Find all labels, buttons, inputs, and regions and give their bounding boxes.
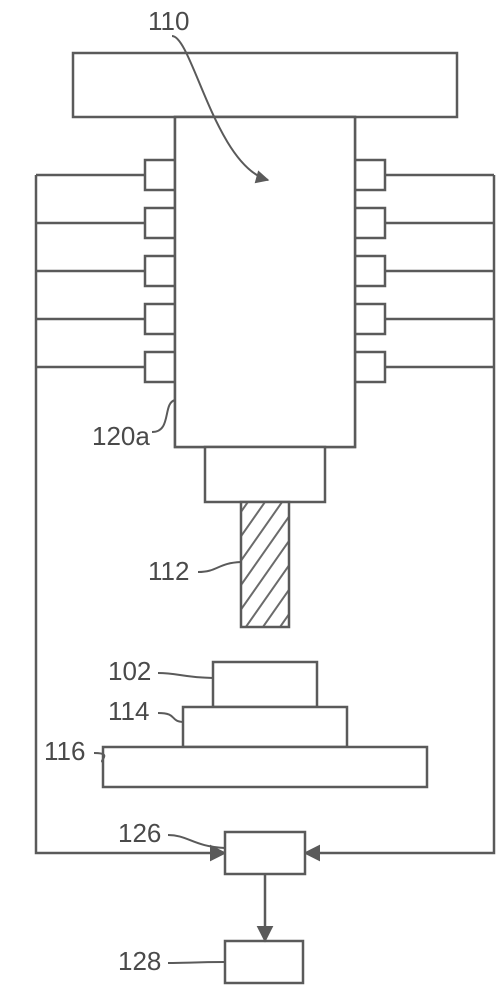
node bbox=[225, 832, 305, 874]
leader-line bbox=[152, 400, 175, 432]
coil-tooth-right bbox=[355, 304, 385, 334]
coil-tooth-right bbox=[355, 160, 385, 190]
label-l128: 128 bbox=[118, 946, 161, 976]
leader-line bbox=[168, 962, 225, 963]
coil-tooth-left bbox=[145, 304, 175, 334]
label-l102: 102 bbox=[108, 656, 151, 686]
coil-tooth-left bbox=[145, 256, 175, 286]
leader-line bbox=[158, 713, 183, 722]
top-cap bbox=[73, 53, 457, 117]
workpiece bbox=[213, 662, 317, 707]
leader-line bbox=[198, 562, 241, 572]
leader-line bbox=[168, 835, 225, 848]
label-l116: 116 bbox=[44, 736, 85, 766]
label-l110: 110 bbox=[148, 6, 189, 36]
terminal bbox=[225, 941, 303, 983]
label-l114: 114 bbox=[108, 696, 149, 726]
table bbox=[103, 747, 427, 787]
technical-diagram: 110 120a 112 102 114 116 126 128 bbox=[0, 0, 503, 1000]
coil-tooth-left bbox=[145, 352, 175, 382]
coil-tooth-right bbox=[355, 208, 385, 238]
fixture bbox=[183, 707, 347, 747]
leader-line bbox=[158, 673, 213, 678]
label-l120a: 120a bbox=[92, 421, 150, 451]
shaft-step bbox=[205, 447, 325, 502]
tool-bit bbox=[241, 502, 289, 627]
coil-tooth-left bbox=[145, 208, 175, 238]
coil-tooth-right bbox=[355, 352, 385, 382]
coil-tooth-left bbox=[145, 160, 175, 190]
label-l112: 112 bbox=[148, 556, 189, 586]
label-l126: 126 bbox=[118, 818, 161, 848]
coil-tooth-right bbox=[355, 256, 385, 286]
